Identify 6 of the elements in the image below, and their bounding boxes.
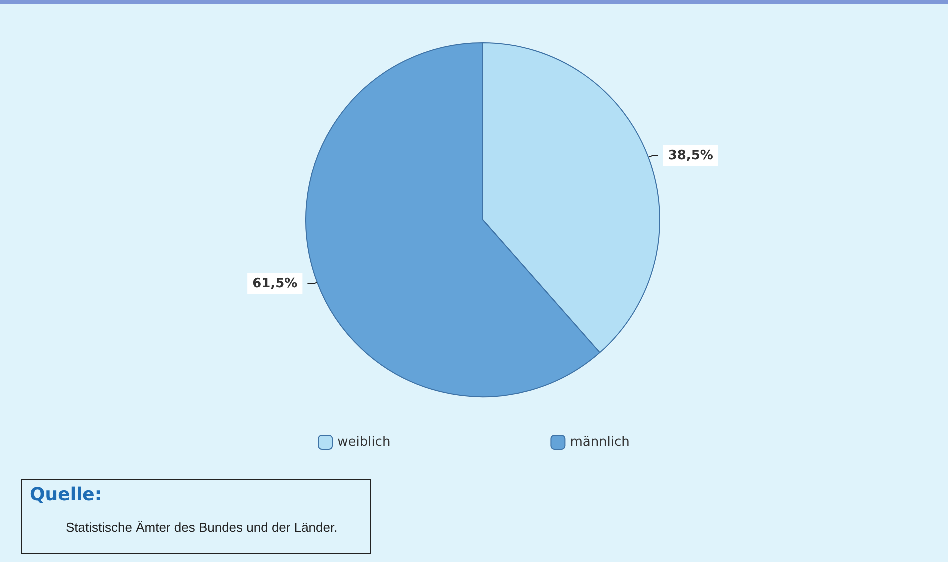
- source-note: Quelle:: [30, 484, 102, 506]
- text: Statistische Ämter des Bundes und der Länder.: [66, 520, 338, 535]
- legend-label: männlich: [570, 435, 630, 450]
- legend-label: weiblich: [338, 435, 391, 450]
- data-label: 38,5%: [668, 148, 714, 164]
- data-label: 61,5%: [252, 276, 298, 292]
